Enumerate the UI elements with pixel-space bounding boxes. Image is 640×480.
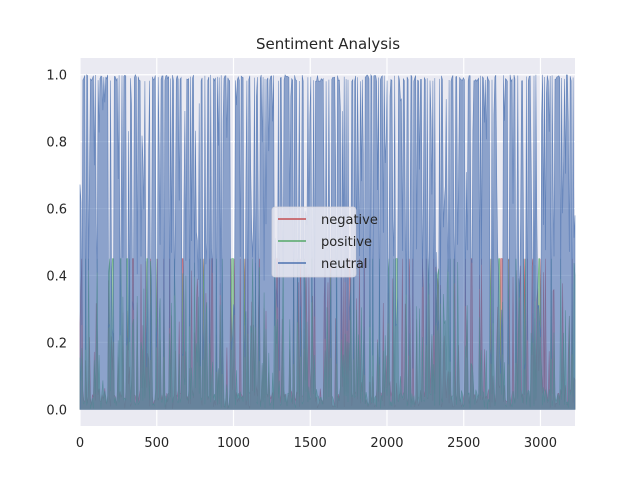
x-tick-label-3: 1500 [294,436,327,451]
legend-box [271,206,357,278]
y-tick-label-2: 0.4 [46,269,67,284]
y-tick-label-3: 0.6 [46,203,67,218]
legend-label-neutral: neutral [321,257,368,272]
x-tick-label-2: 1000 [217,436,250,451]
legend-label-positive: positive [321,235,372,250]
y-tick-label-0: 0.0 [46,403,67,418]
x-tick-label-4: 2000 [370,436,403,451]
y-tick-label-5: 1.0 [46,69,67,84]
x-tick-label-5: 2500 [447,436,480,451]
chart-title: Sentiment Analysis [256,35,400,53]
y-axis-ticks: 0.0 0.2 0.4 0.6 0.8 1.0 [46,69,67,419]
series-areas [79,73,576,410]
legend-label-negative: negative [321,213,378,228]
x-tick-label-0: 0 [76,436,84,451]
legend: negative positive neutral [271,206,378,278]
x-axis-ticks: 0 500 1000 1500 2000 2500 3000 [76,436,557,451]
y-tick-label-4: 0.8 [46,136,67,151]
y-tick-label-1: 0.2 [46,336,67,351]
x-tick-label-1: 500 [144,436,169,451]
x-tick-label-6: 3000 [524,436,557,451]
